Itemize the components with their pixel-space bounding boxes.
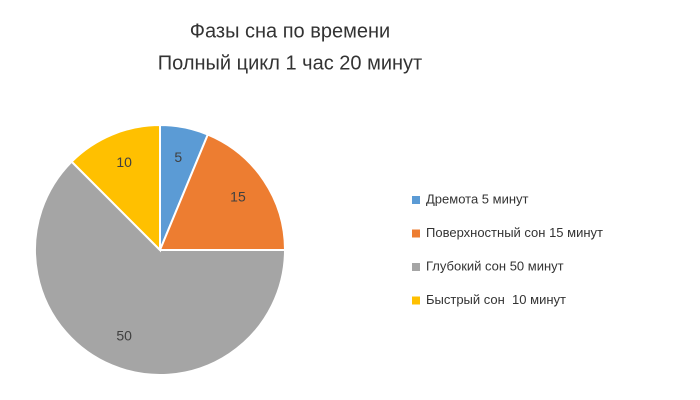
legend-swatch [412, 263, 420, 271]
data-label: 15 [230, 189, 246, 205]
pie: 5 15 50 10 [34, 123, 287, 376]
data-label: 10 [116, 154, 132, 170]
legend-label: Поверхностный сон 15 минут [426, 225, 603, 240]
legend-swatch [412, 229, 420, 238]
legend-label: Глубокий сон 50 минут [426, 258, 564, 273]
pie-slice [70, 123, 161, 253]
data-label: 50 [116, 327, 132, 343]
legend: Дремота 5 минут Поверхностный сон 15 мину… [412, 191, 603, 307]
pie-slice [34, 160, 287, 376]
legend-swatch [412, 196, 420, 204]
data-label: 5 [174, 149, 182, 165]
pie-slice [158, 133, 287, 251]
legend-swatch [412, 296, 420, 305]
legend-label: Дремота 5 минут [426, 191, 529, 206]
legend-label: Быстрый сон 10 минут [426, 292, 566, 307]
chart-title: Фазы сна по времени [190, 20, 390, 42]
chart-subtitle: Полный цикл 1 час 20 минут [158, 52, 422, 74]
